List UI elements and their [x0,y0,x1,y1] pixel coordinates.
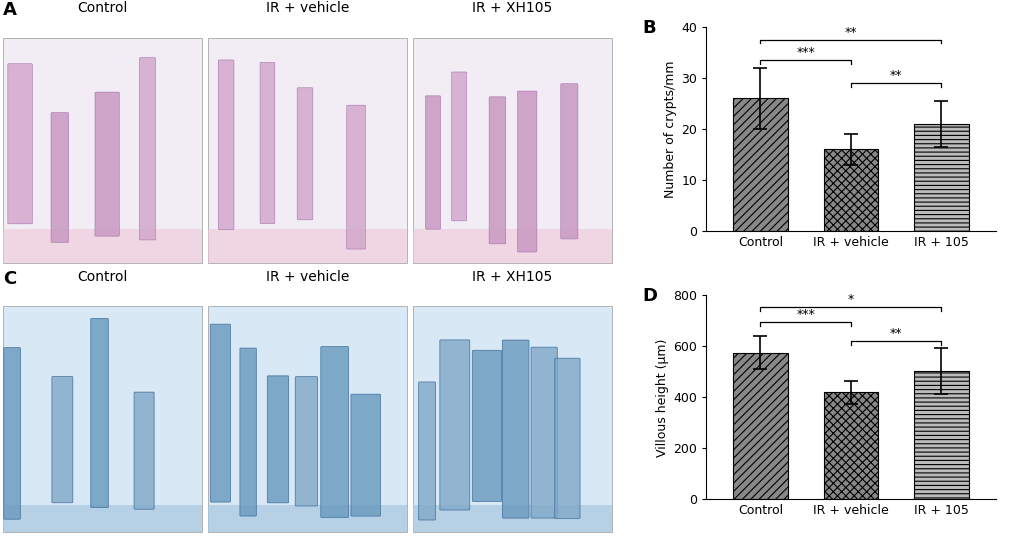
Text: C: C [3,270,16,288]
FancyBboxPatch shape [452,72,466,221]
FancyBboxPatch shape [321,346,348,518]
Text: IR + XH105: IR + XH105 [472,270,553,284]
Text: A: A [3,1,17,19]
Text: ***: *** [797,46,815,59]
FancyBboxPatch shape [472,350,502,502]
Y-axis label: Villous height (μm): Villous height (μm) [656,338,669,456]
FancyBboxPatch shape [240,348,256,516]
Text: IR + vehicle: IR + vehicle [265,1,350,16]
Text: *: * [847,293,854,306]
Bar [3,38,202,263]
FancyBboxPatch shape [8,64,33,224]
FancyBboxPatch shape [267,376,289,503]
Text: Control: Control [77,1,128,16]
Y-axis label: Number of crypts/mm: Number of crypts/mm [664,60,677,198]
FancyBboxPatch shape [218,60,234,230]
FancyBboxPatch shape [426,96,441,229]
Bar [824,392,878,499]
Bar [412,38,612,263]
Bar [412,505,612,532]
Bar [734,353,787,499]
FancyBboxPatch shape [210,324,231,502]
FancyBboxPatch shape [94,92,119,236]
FancyBboxPatch shape [351,394,380,516]
Text: IR + vehicle: IR + vehicle [265,270,350,284]
Bar [3,229,202,263]
Bar [208,306,406,532]
FancyBboxPatch shape [489,97,506,244]
Text: ***: *** [797,308,815,321]
FancyBboxPatch shape [517,91,536,252]
Text: B: B [642,19,656,37]
FancyBboxPatch shape [260,62,274,223]
Text: **: ** [890,328,902,340]
FancyBboxPatch shape [440,340,469,510]
Text: **: ** [844,26,858,39]
FancyBboxPatch shape [134,392,154,509]
FancyBboxPatch shape [298,88,313,220]
FancyBboxPatch shape [139,57,155,240]
Bar [3,505,202,532]
Bar [412,306,612,532]
FancyBboxPatch shape [346,105,366,249]
FancyBboxPatch shape [419,382,436,520]
Bar [208,229,406,263]
Bar [3,306,202,532]
Bar [412,229,612,263]
FancyBboxPatch shape [296,376,318,506]
FancyBboxPatch shape [555,358,580,518]
Bar [824,149,878,231]
Text: IR + XH105: IR + XH105 [472,1,553,16]
Text: Control: Control [77,270,128,284]
FancyBboxPatch shape [561,84,578,239]
FancyBboxPatch shape [90,318,109,507]
FancyBboxPatch shape [531,347,558,518]
Text: D: D [642,287,657,305]
Bar [208,38,406,263]
Bar [208,505,406,532]
Bar [914,124,968,231]
FancyBboxPatch shape [51,113,69,242]
Bar [914,371,968,499]
FancyBboxPatch shape [4,347,20,519]
FancyBboxPatch shape [52,376,73,503]
FancyBboxPatch shape [502,340,529,518]
Bar [734,98,787,231]
Text: **: ** [890,69,902,82]
